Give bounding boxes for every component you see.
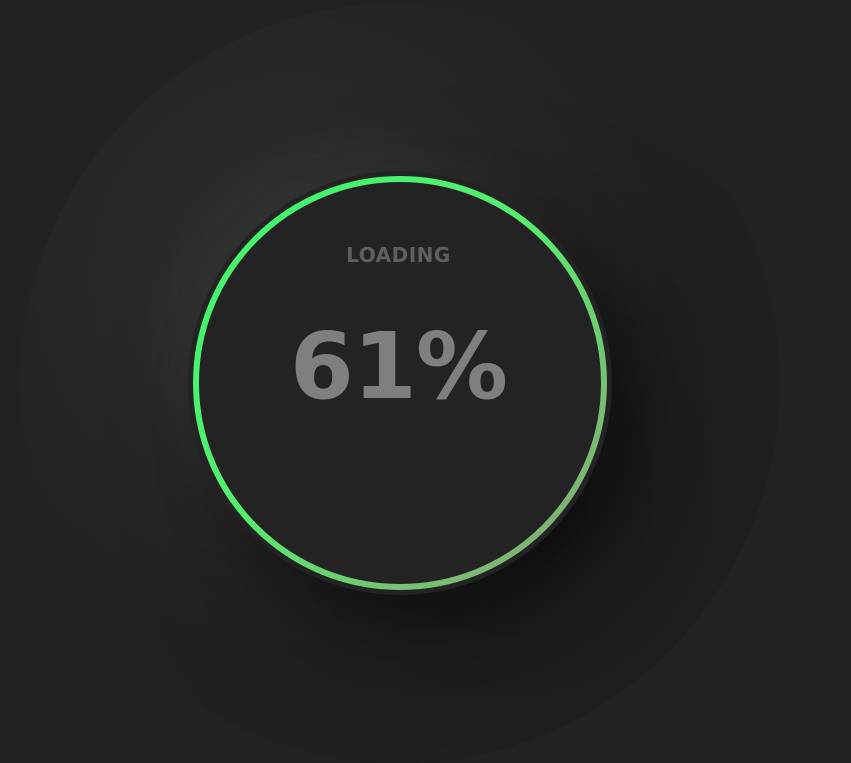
loading-label: LOADING — [346, 243, 451, 267]
progress-ring-stroke — [193, 176, 607, 590]
loader-dial — [188, 171, 612, 595]
loader-screen: LOADING 61% — [20, 3, 780, 763]
progress-value: 61% — [289, 313, 508, 420]
progress-ring — [193, 176, 607, 590]
